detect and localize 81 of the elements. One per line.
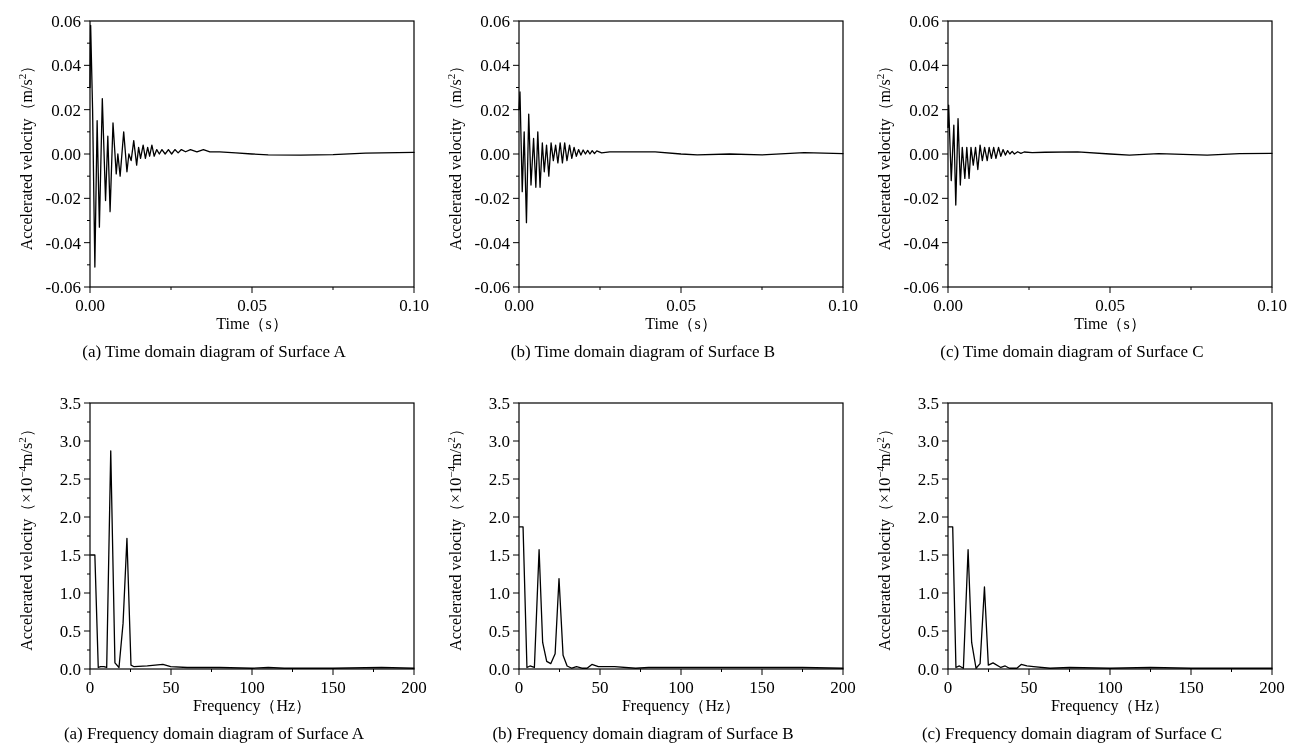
y-tick-label: 1.0 [488,584,510,603]
x-tick-label: 0.10 [1257,296,1287,315]
y-tick-label: 0.02 [480,100,510,120]
y-tick-label: -0.04 [474,233,511,253]
y-tick-label: 1.0 [917,584,939,603]
x-tick-label: 0 [85,678,95,697]
text: (a) Time domain diagram of Surface A [82,342,347,361]
y-tick-label: 2.0 [488,508,510,527]
y-tick-label: 3.5 [917,394,939,413]
x-tick-label: 150 [749,678,775,697]
y-tick-label: -0.02 [474,189,510,209]
x-tick-label: 0.05 [1095,296,1125,315]
y-tick-label: 0.00 [480,145,510,164]
y-tick-label: -0.04 [45,233,82,253]
y-tick-label: 3.0 [917,432,939,451]
x-tick-label: 50 [1020,678,1038,697]
x-axis-title: Time（s） [216,315,288,332]
text: (c) Time domain diagram of Surface C [940,342,1204,361]
y-tick-label: 3.5 [59,394,81,413]
y-tick-label: 0.0 [917,660,939,679]
x-tick-label: 0.05 [666,296,696,315]
y-tick-label: 1.5 [917,546,939,565]
y-tick-label: 2.5 [59,470,81,489]
y-tick-label: 0.5 [488,622,510,641]
y-tick-label: 0.02 [909,100,939,120]
y-tick-label: 0.5 [917,622,939,641]
x-tick-label: 0 [943,678,953,697]
x-tick-label: 100 [239,678,265,697]
y-tick-label: 3.5 [488,394,510,413]
y-tick-label: 1.0 [59,584,81,603]
x-tick-label: 0.00 [933,296,963,315]
text: (b) Frequency domain diagram of Surface B [492,724,794,743]
y-tick-label: 0.04 [909,56,940,76]
y-tick-label: 2.0 [59,508,81,527]
y-tick-label: 0.5 [59,622,81,641]
x-axis-title: Frequency（Hz） [1050,697,1170,715]
x-tick-label: 0 [514,678,524,697]
x-tick-label: 200 [401,678,427,697]
y-tick-label: 0.0 [59,660,81,679]
y-tick-label: 2.5 [488,470,510,489]
x-tick-label: 100 [668,678,694,697]
y-tick-label: 2.5 [917,470,939,489]
x-axis-title: Frequency（Hz） [621,697,741,715]
y-tick-label: -0.06 [903,278,939,297]
text: (a) Frequency domain diagram of Surface A [63,724,365,743]
x-axis-title: Time（s） [645,315,717,332]
y-tick-label: 0.06 [909,12,939,31]
x-tick-label: 0.00 [504,296,534,315]
y-tick-label: 0.06 [480,12,510,31]
y-tick-label: 1.5 [488,546,510,565]
y-tick-label: 1.5 [59,546,81,565]
y-tick-label: 0.00 [51,145,81,164]
y-tick-label: 2.0 [917,508,939,527]
y-tick-label: 0.06 [51,12,81,31]
y-tick-label: -0.04 [903,233,940,253]
text: (b) Time domain diagram of Surface B [510,342,776,361]
x-axis-title: Frequency（Hz） [192,697,312,715]
y-tick-label: -0.02 [903,189,939,209]
y-tick-label: 0.04 [480,56,511,76]
x-tick-label: 150 [1178,678,1204,697]
y-tick-label: 3.0 [488,432,510,451]
x-tick-label: 50 [162,678,180,697]
y-tick-label: 0.0 [488,660,510,679]
y-tick-label: 0.04 [51,56,82,76]
x-tick-label: 0.10 [399,296,429,315]
x-tick-label: 0.00 [75,296,105,315]
x-tick-label: 0.05 [237,296,267,315]
y-tick-label: -0.06 [474,278,510,297]
y-tick-label: -0.06 [45,278,81,297]
x-tick-label: 50 [591,678,609,697]
x-tick-label: 150 [320,678,346,697]
x-tick-label: 200 [1259,678,1285,697]
x-tick-label: 100 [1097,678,1123,697]
x-tick-label: 0.10 [828,296,858,315]
x-tick-label: 200 [830,678,856,697]
x-axis-title: Time（s） [1074,315,1146,332]
text: (c) Frequency domain diagram of Surface C [921,724,1223,743]
y-tick-label: 0.00 [909,145,939,164]
y-tick-label: 3.0 [59,432,81,451]
y-tick-label: -0.02 [45,189,81,209]
y-tick-label: 0.02 [51,100,81,120]
